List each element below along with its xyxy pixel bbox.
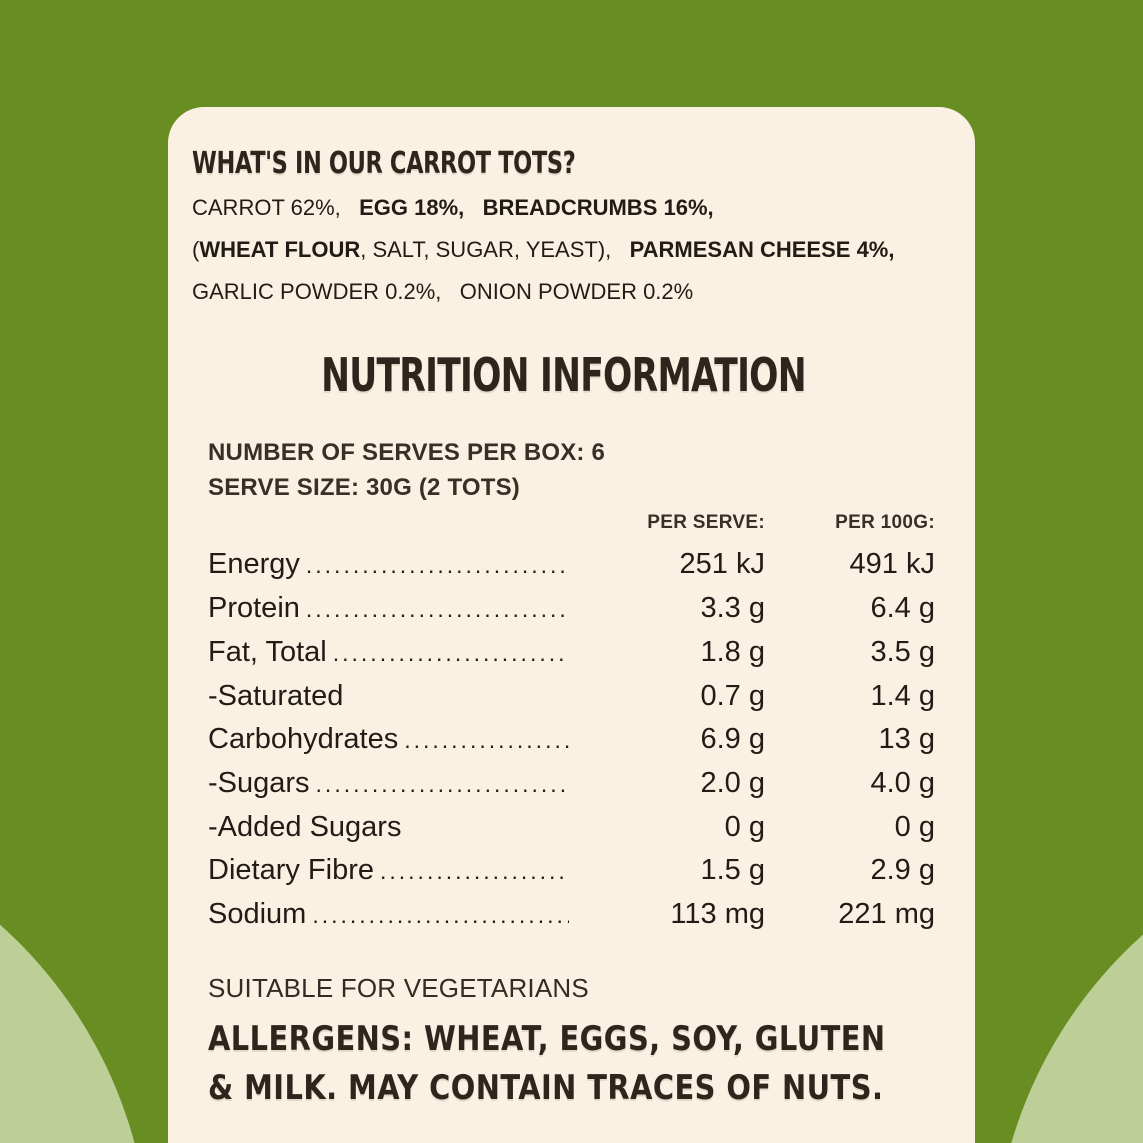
- value-per-serve: 2.0 g: [700, 767, 766, 799]
- value-per-100g: 1.4 g: [870, 680, 936, 712]
- nutrition-row: -Added Sugars 0 g 0 g: [208, 806, 935, 849]
- nutrient-label: -Added Sugars: [208, 811, 402, 843]
- nutrient-label: Sodium: [208, 898, 307, 930]
- value-per-serve: 251 kJ: [679, 548, 765, 580]
- nutrition-row: Protein 3.3 g 6.4 g: [208, 587, 935, 631]
- ingredients-line: (WHEAT FLOUR, SALT, SUGAR, YEAST), PARME…: [192, 229, 935, 271]
- column-header-per-serve: PER SERVE:: [647, 512, 765, 533]
- ingredients-line: CARROT 62%, EGG 18%, BREADCRUMBS 16%,: [192, 187, 935, 229]
- ingredient-text: GARLIC POWDER 0.2%,: [192, 279, 460, 304]
- nutrition-title: NUTRITION INFORMATION: [321, 348, 807, 402]
- vegetarian-note: SUITABLE FOR VEGETARIANS: [208, 973, 589, 1003]
- value-per-100g: 0 g: [894, 811, 935, 843]
- ingredient-text: CARROT 62%,: [192, 195, 360, 220]
- value-per-serve: 6.9 g: [700, 723, 766, 755]
- ingredient-emphasis: BREADCRUMBS 16%,: [482, 195, 714, 220]
- ingredient-emphasis: WHEAT FLOUR: [199, 237, 361, 262]
- decorative-circle-bottom-right: [993, 820, 1143, 1143]
- value-per-100g: 2.9 g: [870, 854, 936, 886]
- allergens-line: & MILK. MAY CONTAIN TRACES OF NUTS.: [208, 1068, 884, 1108]
- nutrient-label: Carbohydrates: [208, 723, 399, 755]
- nutrition-row: Fat, Total 1.8 g 3.5 g: [208, 631, 935, 675]
- nutrition-row: Carbohydrates 6.9 g 13 g: [208, 718, 935, 762]
- dot-leader: [333, 632, 569, 675]
- allergens-line: ALLERGENS: WHEAT, EGGS, SOY, GLUTEN: [208, 1019, 886, 1059]
- nutrition-card: WHAT'S IN OUR CARROT TOTS? CARROT 62%, E…: [168, 107, 975, 1143]
- serves-per-box: NUMBER OF SERVES PER BOX: 6: [208, 439, 606, 466]
- ingredient-emphasis: EGG 18%,: [359, 195, 483, 220]
- value-per-100g: 13 g: [878, 723, 935, 755]
- dot-leader: [306, 588, 569, 631]
- allergens-statement: ALLERGENS: WHEAT, EGGS, SOY, GLUTEN & MI…: [208, 1015, 935, 1113]
- nutrient-label: Dietary Fibre: [208, 854, 374, 886]
- value-per-100g: 221 mg: [838, 898, 935, 930]
- nutrient-label: Protein: [208, 592, 300, 624]
- value-per-serve: 3.3 g: [700, 592, 766, 624]
- nutrition-row: Sodium 113 mg 221 mg: [208, 893, 935, 937]
- ingredient-text: , SALT, SUGAR, YEAST),: [360, 237, 630, 262]
- decorative-circle-bottom-left: [0, 810, 150, 1143]
- value-per-serve: 0.7 g: [700, 680, 766, 712]
- value-per-serve: 0 g: [724, 811, 765, 843]
- ingredient-emphasis: PARMESAN CHEESE 4%,: [629, 237, 895, 262]
- dot-leader: [312, 894, 569, 937]
- nutrition-row: -Sugars 2.0 g 4.0 g: [208, 762, 935, 806]
- column-header-spacer: [208, 511, 575, 535]
- serve-size: SERVE SIZE: 30G (2 TOTS): [208, 474, 520, 501]
- dot-leader: [404, 719, 569, 762]
- dot-leader: [316, 763, 569, 806]
- serving-info: NUMBER OF SERVES PER BOX: 6 SERVE SIZE: …: [208, 435, 935, 505]
- nutrition-row: -Saturated 0.7 g 1.4 g: [208, 675, 935, 718]
- value-per-100g: 491 kJ: [849, 548, 935, 580]
- nutrient-label: Fat, Total: [208, 636, 327, 668]
- value-per-100g: 4.0 g: [870, 767, 936, 799]
- ingredients-list: CARROT 62%, EGG 18%, BREADCRUMBS 16%, (WH…: [192, 187, 935, 313]
- nutrition-table: Energy 251 kJ 491 kJ Protein 3.3 g 6.4 g Fat, …: [208, 543, 935, 937]
- ingredient-text: (: [192, 237, 200, 262]
- value-per-100g: 6.4 g: [870, 592, 936, 624]
- ingredients-heading: WHAT'S IN OUR CARROT TOTS?: [192, 146, 576, 181]
- column-header-per-100g: PER 100G:: [835, 512, 935, 533]
- ingredients-line: GARLIC POWDER 0.2%, ONION POWDER 0.2%: [192, 271, 935, 313]
- dot-leader: [380, 850, 569, 893]
- value-per-serve: 113 mg: [670, 898, 765, 930]
- nutrient-label: -Saturated: [208, 680, 344, 712]
- value-per-serve: 1.8 g: [700, 636, 766, 668]
- nutrition-row: Energy 251 kJ 491 kJ: [208, 543, 935, 587]
- table-column-headers: PER SERVE: PER 100G:: [208, 511, 935, 535]
- dot-leader: [306, 544, 569, 587]
- ingredient-text: ONION POWDER 0.2%: [459, 279, 694, 304]
- nutrient-label: Energy: [208, 548, 300, 580]
- nutrient-label: -Sugars: [208, 767, 310, 799]
- value-per-100g: 3.5 g: [870, 636, 936, 668]
- nutrition-row: Dietary Fibre 1.5 g 2.9 g: [208, 849, 935, 893]
- value-per-serve: 1.5 g: [700, 854, 766, 886]
